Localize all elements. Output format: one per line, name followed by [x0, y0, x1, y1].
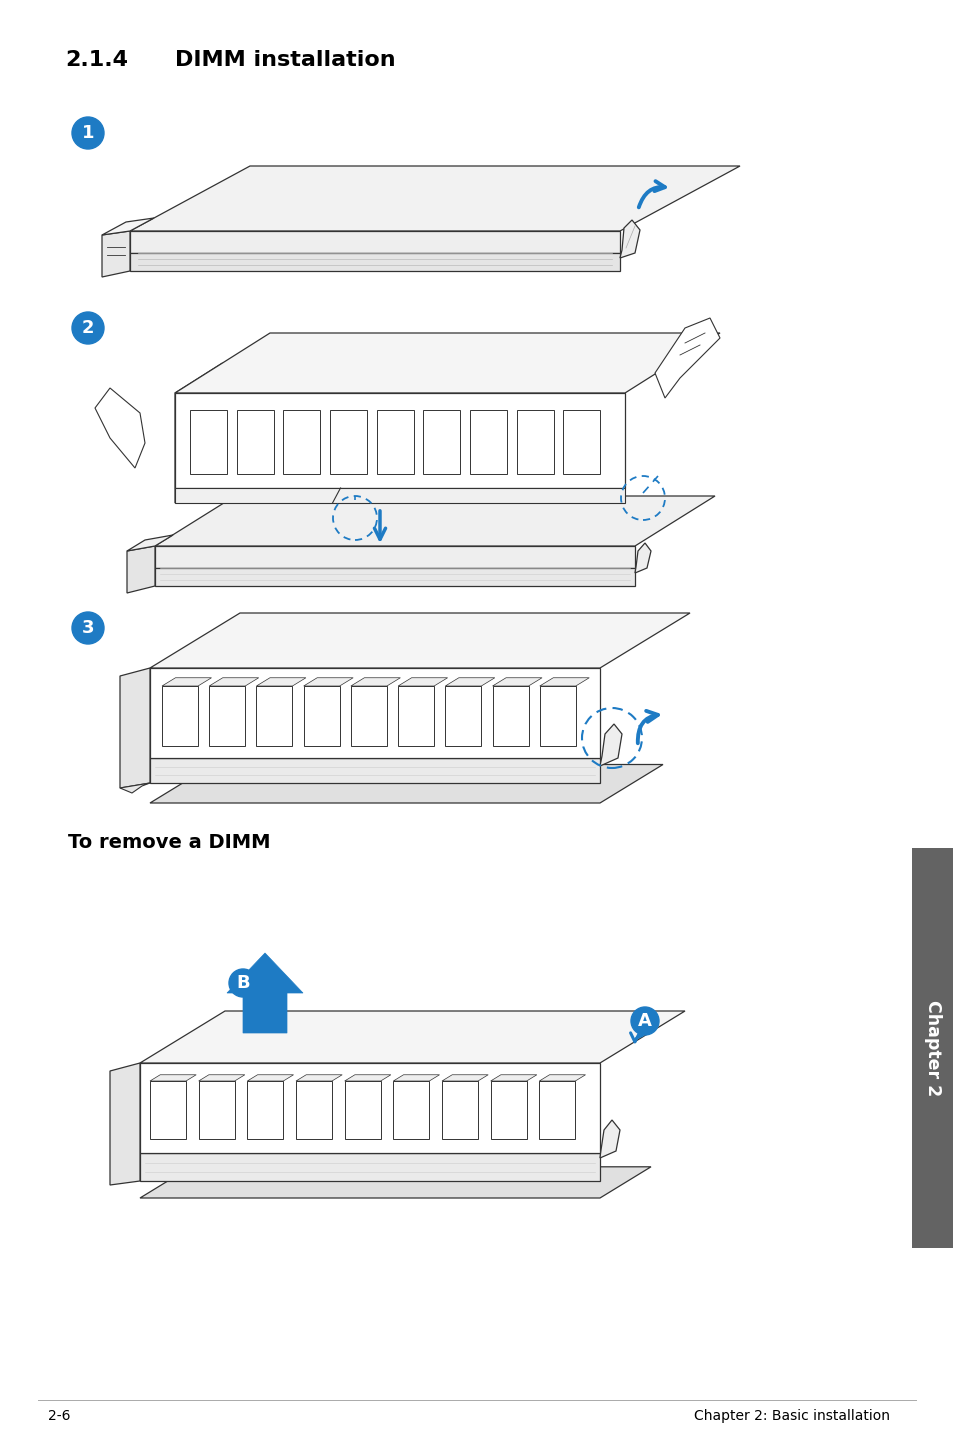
Polygon shape: [441, 1081, 477, 1139]
Polygon shape: [539, 677, 589, 686]
Polygon shape: [619, 220, 639, 257]
Polygon shape: [209, 677, 258, 686]
Polygon shape: [295, 1074, 342, 1081]
Polygon shape: [344, 1074, 391, 1081]
Polygon shape: [256, 686, 293, 746]
Polygon shape: [492, 677, 541, 686]
Polygon shape: [236, 410, 274, 475]
Polygon shape: [393, 1081, 429, 1139]
Polygon shape: [130, 232, 619, 253]
Polygon shape: [174, 334, 720, 393]
Text: 2.1.4: 2.1.4: [65, 50, 128, 70]
Polygon shape: [283, 410, 320, 475]
Circle shape: [71, 613, 104, 644]
Polygon shape: [635, 544, 650, 572]
Bar: [911, 848, 953, 1248]
Polygon shape: [130, 165, 740, 232]
Polygon shape: [303, 677, 353, 686]
Polygon shape: [351, 686, 387, 746]
Text: 3: 3: [82, 618, 94, 637]
Polygon shape: [150, 669, 599, 758]
Polygon shape: [162, 677, 212, 686]
Polygon shape: [492, 686, 528, 746]
Polygon shape: [344, 1081, 380, 1139]
Polygon shape: [247, 1081, 283, 1139]
Text: Chapter 2: Chapter 2: [923, 999, 941, 1096]
Text: A: A: [638, 1012, 651, 1030]
Polygon shape: [393, 1074, 439, 1081]
Polygon shape: [127, 546, 154, 592]
Polygon shape: [209, 686, 245, 746]
Polygon shape: [150, 613, 689, 669]
Polygon shape: [140, 1153, 599, 1181]
Circle shape: [229, 969, 256, 997]
Polygon shape: [102, 219, 153, 234]
Text: To remove a DIMM: To remove a DIMM: [68, 834, 271, 853]
Polygon shape: [198, 1074, 245, 1081]
Polygon shape: [162, 686, 198, 746]
Polygon shape: [174, 487, 624, 503]
Polygon shape: [599, 1120, 619, 1158]
Polygon shape: [120, 669, 150, 788]
Polygon shape: [303, 686, 339, 746]
Polygon shape: [150, 758, 599, 784]
Polygon shape: [140, 1166, 650, 1198]
Polygon shape: [470, 410, 506, 475]
Polygon shape: [539, 686, 576, 746]
Circle shape: [630, 1007, 659, 1035]
Polygon shape: [441, 1074, 488, 1081]
Polygon shape: [445, 677, 495, 686]
Polygon shape: [445, 686, 481, 746]
Polygon shape: [538, 1081, 575, 1139]
Polygon shape: [198, 1081, 234, 1139]
Polygon shape: [150, 1081, 186, 1139]
Polygon shape: [154, 496, 714, 546]
Polygon shape: [140, 1011, 684, 1063]
Polygon shape: [140, 1063, 599, 1153]
Polygon shape: [295, 1081, 332, 1139]
Polygon shape: [190, 410, 227, 475]
Text: 2: 2: [82, 319, 94, 336]
Text: 1: 1: [82, 124, 94, 142]
Polygon shape: [127, 535, 172, 551]
Polygon shape: [423, 410, 460, 475]
Polygon shape: [154, 568, 635, 587]
Polygon shape: [174, 362, 222, 503]
Polygon shape: [655, 318, 720, 398]
Polygon shape: [351, 677, 400, 686]
Polygon shape: [110, 1063, 140, 1185]
Polygon shape: [397, 686, 434, 746]
Polygon shape: [227, 953, 303, 1032]
Polygon shape: [130, 253, 619, 270]
Polygon shape: [102, 232, 130, 278]
Polygon shape: [490, 1074, 537, 1081]
Polygon shape: [174, 393, 624, 487]
Polygon shape: [95, 388, 145, 467]
Polygon shape: [330, 410, 367, 475]
Polygon shape: [150, 1074, 196, 1081]
Polygon shape: [562, 410, 599, 475]
Text: 2-6: 2-6: [48, 1409, 71, 1424]
Text: Chapter 2: Basic installation: Chapter 2: Basic installation: [693, 1409, 889, 1424]
Polygon shape: [517, 410, 553, 475]
Circle shape: [71, 312, 104, 344]
Polygon shape: [120, 784, 150, 792]
Polygon shape: [150, 765, 662, 802]
Polygon shape: [599, 723, 621, 766]
Text: B: B: [236, 974, 250, 992]
Polygon shape: [397, 677, 447, 686]
Polygon shape: [256, 677, 306, 686]
Polygon shape: [247, 1074, 294, 1081]
Polygon shape: [154, 546, 635, 568]
Polygon shape: [538, 1074, 585, 1081]
Text: DIMM installation: DIMM installation: [174, 50, 395, 70]
Polygon shape: [490, 1081, 526, 1139]
Circle shape: [71, 116, 104, 150]
Polygon shape: [376, 410, 414, 475]
